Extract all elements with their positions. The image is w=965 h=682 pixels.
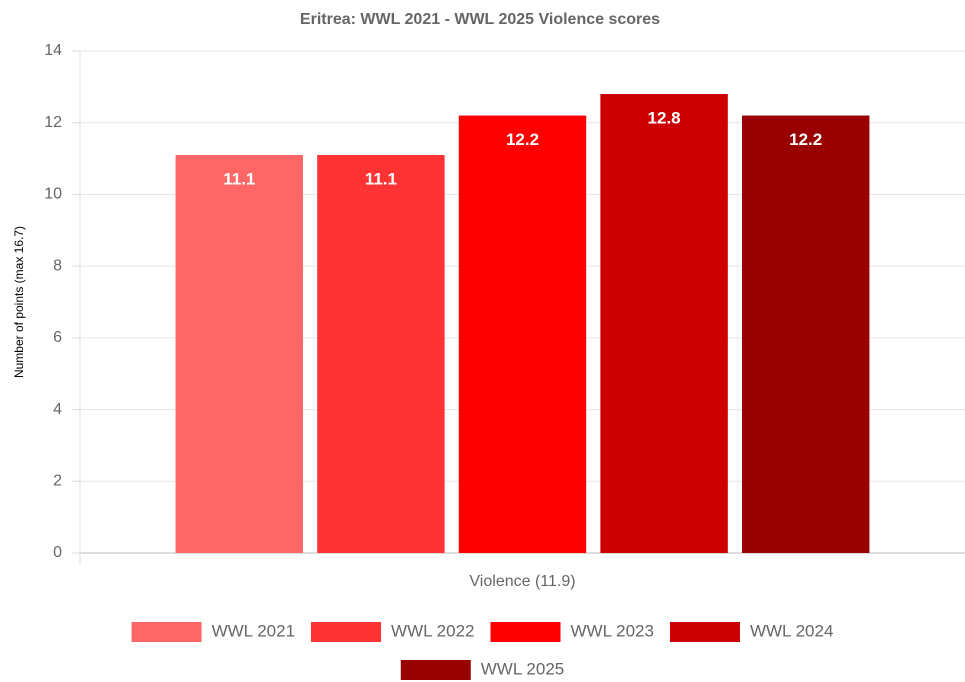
legend-label: WWL 2023	[571, 621, 654, 640]
y-tick-label: 2	[53, 473, 62, 490]
bar	[458, 115, 587, 554]
y-tick-label: 4	[53, 401, 62, 418]
chart-title: Eritrea: WWL 2021 - WWL 2025 Violence sc…	[300, 11, 660, 28]
legend-swatch	[131, 622, 202, 642]
y-tick-label: 8	[53, 257, 62, 274]
legend-label: WWL 2025	[481, 659, 564, 678]
bar	[317, 154, 445, 553]
legend-swatch	[311, 622, 382, 642]
bar	[600, 94, 728, 554]
y-tick-label: 6	[53, 329, 62, 346]
data-label: 12.2	[789, 130, 822, 149]
legend-swatch	[669, 622, 740, 642]
legend-swatch	[490, 622, 561, 642]
bar	[175, 154, 304, 553]
y-tick-label: 12	[44, 114, 62, 131]
y-tick-label: 14	[44, 42, 62, 59]
legend-swatch	[400, 660, 471, 680]
data-label: 12.2	[506, 130, 539, 149]
data-label: 12.8	[648, 109, 681, 128]
legend-label: WWL 2024	[750, 621, 833, 640]
legend-label: WWL 2022	[391, 621, 474, 640]
bar	[741, 115, 870, 554]
legend-label: WWL 2021	[212, 621, 295, 640]
data-label: 11.1	[365, 169, 397, 188]
y-axis-label: Number of points (max 16.7)	[12, 226, 26, 378]
x-tick-label: Violence (11.9)	[469, 573, 575, 590]
data-label: 11.1	[223, 169, 255, 188]
y-tick-label: 10	[44, 186, 62, 203]
y-tick-label: 0	[53, 544, 62, 561]
